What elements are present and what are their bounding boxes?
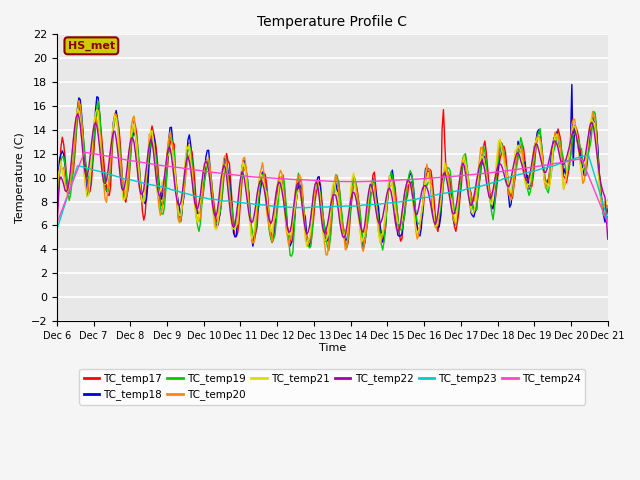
TC_temp22 bbox=[53, 226, 61, 232]
TC_temp18 bbox=[568, 82, 576, 87]
TC_temp22 bbox=[604, 236, 612, 242]
TC_temp20 bbox=[53, 196, 61, 202]
X-axis label: Time: Time bbox=[319, 344, 346, 353]
TC_temp17 bbox=[76, 105, 84, 110]
TC_temp19 bbox=[273, 218, 280, 224]
TC_temp17 bbox=[53, 222, 61, 228]
TC_temp20 bbox=[403, 182, 410, 188]
TC_temp20 bbox=[456, 171, 464, 177]
TC_temp17 bbox=[604, 214, 612, 220]
TC_temp23 bbox=[453, 188, 461, 194]
TC_temp20 bbox=[120, 187, 128, 193]
TC_temp22 bbox=[452, 205, 460, 211]
TC_temp23 bbox=[119, 175, 127, 181]
TC_temp19 bbox=[94, 98, 102, 104]
TC_temp20 bbox=[234, 221, 241, 227]
TC_temp19 bbox=[120, 195, 128, 201]
TC_temp21 bbox=[303, 243, 310, 249]
TC_temp22 bbox=[74, 111, 81, 117]
TC_temp24 bbox=[401, 177, 408, 183]
TC_temp19 bbox=[453, 211, 461, 217]
TC_temp21 bbox=[453, 204, 461, 210]
Y-axis label: Temperature (C): Temperature (C) bbox=[15, 132, 25, 223]
TC_temp17 bbox=[273, 210, 280, 216]
TC_temp23 bbox=[399, 198, 407, 204]
TC_temp23 bbox=[451, 189, 458, 194]
TC_temp17 bbox=[120, 195, 128, 201]
TC_temp24 bbox=[53, 221, 61, 227]
TC_temp19 bbox=[288, 253, 296, 259]
TC_temp18 bbox=[455, 202, 463, 207]
TC_temp24 bbox=[81, 149, 88, 155]
Line: TC_temp23: TC_temp23 bbox=[57, 155, 608, 230]
TC_temp19 bbox=[53, 211, 61, 217]
TC_temp24 bbox=[120, 157, 128, 163]
TC_temp17 bbox=[453, 220, 461, 226]
TC_temp19 bbox=[403, 194, 410, 200]
TC_temp18 bbox=[232, 233, 240, 239]
TC_temp24 bbox=[234, 172, 241, 178]
TC_temp20 bbox=[75, 98, 83, 104]
TC_temp23 bbox=[53, 227, 61, 233]
Line: TC_temp19: TC_temp19 bbox=[57, 101, 608, 256]
Line: TC_temp24: TC_temp24 bbox=[57, 152, 608, 224]
TC_temp18 bbox=[604, 204, 612, 210]
TC_temp23 bbox=[271, 204, 279, 210]
Line: TC_temp17: TC_temp17 bbox=[57, 108, 608, 248]
TC_temp23 bbox=[604, 217, 612, 223]
TC_temp17 bbox=[234, 230, 241, 236]
Line: TC_temp20: TC_temp20 bbox=[57, 101, 608, 255]
TC_temp24 bbox=[604, 220, 612, 226]
TC_temp24 bbox=[452, 173, 460, 179]
TC_temp21 bbox=[120, 197, 128, 203]
TC_temp19 bbox=[234, 218, 241, 224]
TC_temp21 bbox=[273, 201, 280, 207]
TC_temp21 bbox=[74, 106, 81, 112]
TC_temp18 bbox=[119, 189, 127, 194]
TC_temp24 bbox=[455, 173, 463, 179]
TC_temp22 bbox=[120, 184, 128, 190]
TC_temp21 bbox=[604, 197, 612, 203]
Legend: TC_temp17, TC_temp18, TC_temp19, TC_temp20, TC_temp21, TC_temp22, TC_temp23, TC_: TC_temp17, TC_temp18, TC_temp19, TC_temp… bbox=[79, 369, 585, 405]
TC_temp22 bbox=[273, 189, 280, 194]
Text: HS_met: HS_met bbox=[68, 41, 115, 51]
TC_temp21 bbox=[53, 198, 61, 204]
TC_temp18 bbox=[53, 200, 61, 205]
TC_temp18 bbox=[452, 222, 460, 228]
TC_temp22 bbox=[401, 189, 408, 195]
TC_temp20 bbox=[273, 191, 280, 196]
TC_temp20 bbox=[453, 209, 461, 215]
Line: TC_temp22: TC_temp22 bbox=[57, 114, 608, 239]
TC_temp22 bbox=[455, 184, 463, 190]
TC_temp21 bbox=[403, 184, 410, 190]
TC_temp23 bbox=[232, 199, 240, 205]
TC_temp18 bbox=[401, 204, 408, 210]
Line: TC_temp18: TC_temp18 bbox=[57, 84, 608, 249]
TC_temp21 bbox=[234, 217, 241, 223]
TC_temp17 bbox=[403, 198, 410, 204]
TC_temp20 bbox=[322, 252, 330, 258]
Title: Temperature Profile C: Temperature Profile C bbox=[257, 15, 407, 29]
TC_temp22 bbox=[234, 201, 241, 207]
TC_temp19 bbox=[604, 203, 612, 209]
TC_temp20 bbox=[604, 204, 612, 210]
TC_temp18 bbox=[360, 246, 367, 252]
TC_temp21 bbox=[456, 175, 464, 181]
TC_temp19 bbox=[456, 187, 464, 193]
TC_temp17 bbox=[343, 245, 351, 251]
TC_temp23 bbox=[584, 152, 592, 158]
TC_temp17 bbox=[456, 194, 464, 200]
Line: TC_temp21: TC_temp21 bbox=[57, 109, 608, 246]
TC_temp18 bbox=[271, 218, 279, 224]
TC_temp24 bbox=[273, 175, 280, 181]
